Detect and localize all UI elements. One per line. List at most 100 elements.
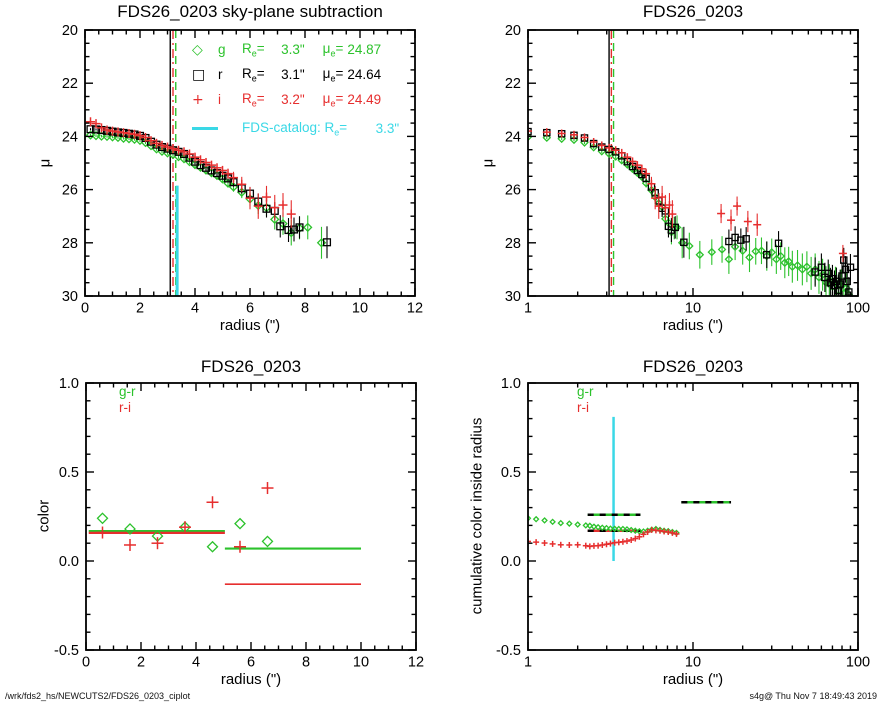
panel-title-bottom-left: FDS26_0203 (200, 357, 302, 376)
panel-title-top-right: FDS26_0203 (642, 2, 744, 21)
plot-area-tl (85, 30, 332, 296)
svg-text:12: 12 (408, 655, 424, 671)
y-axis-label-bottom-right: cumulative color inside radius (468, 417, 486, 615)
legend-row-r: □ r Re= 3.1" μe= 24.64 (192, 62, 399, 87)
svg-text:4: 4 (192, 655, 200, 671)
color-legend-bottom-left: g-r r-i (119, 384, 136, 416)
svg-text:6: 6 (247, 655, 255, 671)
svg-text:1.0: 1.0 (501, 376, 521, 392)
svg-text:6: 6 (246, 301, 254, 317)
legend-ri: r-i (119, 400, 131, 415)
re-value-i: 3.2" (281, 92, 305, 107)
svg-text:-0.5: -0.5 (54, 643, 79, 659)
series-g-r (528, 514, 680, 537)
svg-text:26: 26 (505, 183, 521, 199)
panel-bl: 0 2 4 6 8 10 12 1.0 0.5 0.0 -0.5 (54, 376, 424, 671)
svg-text:0.0: 0.0 (501, 554, 521, 570)
re-label: Re= (242, 65, 265, 84)
plot-area-tr (528, 30, 855, 296)
svg-text:0: 0 (82, 655, 90, 671)
svg-text:20: 20 (62, 23, 78, 39)
g-diamond-icon: ◇ (192, 41, 203, 58)
mue-value-i: 24.49 (347, 92, 382, 107)
svg-text:100: 100 (846, 301, 870, 317)
re-label: Re= (242, 40, 265, 59)
ticks-tr (527, 29, 859, 297)
catalog-line-icon (192, 127, 218, 130)
mue-value-g: 24.87 (347, 42, 382, 57)
legend-band-r: r (218, 67, 223, 82)
y-axis-label-bottom-left: color (35, 499, 53, 533)
svg-text:10: 10 (353, 655, 369, 671)
svg-text:2: 2 (136, 301, 144, 317)
svg-text:26: 26 (62, 183, 78, 199)
catalog-label: FDS-catalog: Re= (242, 119, 348, 138)
series-r-i (528, 526, 680, 550)
r-square-icon: □ (192, 66, 206, 83)
series-i (528, 127, 847, 262)
svg-text:8: 8 (301, 301, 309, 317)
svg-text:30: 30 (62, 289, 78, 305)
re-value-g: 3.3" (281, 42, 305, 57)
ticks-bl (85, 382, 417, 651)
tick-labels-br: 1 10 100 1.0 0.5 0.0 -0.5 (496, 376, 870, 671)
tick-labels-tr: 1 10 100 20 22 24 26 28 30 (505, 23, 870, 317)
photometry-legend: ◇ g Re= 3.3" μe= 24.87 □ r Re= 3.1" μe= 24.64 + i Re… (192, 37, 399, 141)
y-axis-label-top-left: μ (36, 158, 54, 168)
svg-text:2: 2 (137, 655, 145, 671)
mue-value-r: 24.64 (347, 67, 382, 82)
legend-row-catalog: FDS-catalog: Re= 3.3" (192, 116, 399, 141)
legend-gr: g-r (119, 384, 136, 399)
svg-text:100: 100 (846, 655, 870, 671)
y-axis-label-top-right: μ (479, 158, 497, 168)
svg-text:4: 4 (191, 301, 199, 317)
svg-text:8: 8 (302, 655, 310, 671)
i-plus-icon: + (192, 91, 204, 108)
svg-text:0.5: 0.5 (501, 465, 521, 481)
ticks-tl (84, 29, 416, 297)
series-g (85, 130, 327, 259)
svg-text:28: 28 (62, 236, 78, 252)
panel-title-bottom-right: FDS26_0203 (642, 357, 744, 376)
color-legend-bottom-right: g-r r-i (577, 384, 594, 416)
series-r (86, 125, 332, 259)
x-axis-label-top-left: radius (") (219, 317, 281, 334)
legend-row-i: + i Re= 3.2" μe= 24.49 (192, 87, 399, 112)
svg-text:10: 10 (685, 655, 701, 671)
re-label: Re= (242, 90, 265, 109)
catalog-re-value: 3.3" (375, 121, 400, 136)
svg-text:-0.5: -0.5 (496, 643, 521, 659)
svg-text:10: 10 (685, 301, 701, 317)
x-axis-label-bottom-right: radius (") (662, 671, 724, 688)
svg-text:24: 24 (62, 129, 78, 145)
svg-text:20: 20 (505, 23, 521, 39)
legend-gr: g-r (577, 384, 594, 399)
svg-text:0: 0 (81, 301, 89, 317)
x-axis-label-bottom-left: radius (") (220, 671, 282, 688)
svg-text:1: 1 (524, 301, 532, 317)
plot-area-bl (88, 482, 361, 585)
series-i (86, 117, 296, 228)
svg-text:30: 30 (505, 289, 521, 305)
series-r-i (96, 482, 274, 553)
svg-text:12: 12 (407, 301, 423, 317)
series-g (528, 132, 854, 296)
panel-tr: 1 10 100 20 22 24 26 28 30 (505, 23, 870, 317)
svg-text:0.5: 0.5 (59, 465, 79, 481)
legend-band-g: g (218, 42, 226, 57)
svg-text:24: 24 (505, 129, 521, 145)
svg-text:1: 1 (524, 655, 532, 671)
mue-label: μe= (322, 65, 344, 84)
svg-text:22: 22 (505, 76, 521, 92)
series-r (528, 127, 855, 296)
user-timestamp: s4g@ Thu Nov 7 18:49:43 2019 (749, 691, 877, 701)
ticks-br (527, 382, 859, 651)
mue-label: μe= (322, 90, 344, 109)
legend-row-g: ◇ g Re= 3.3" μe= 24.87 (192, 37, 399, 62)
svg-text:1.0: 1.0 (59, 376, 79, 392)
output-file-path: /wrk/fds2_hs/NEWCUTS2/FDS26_0203_ciplot (5, 691, 191, 701)
